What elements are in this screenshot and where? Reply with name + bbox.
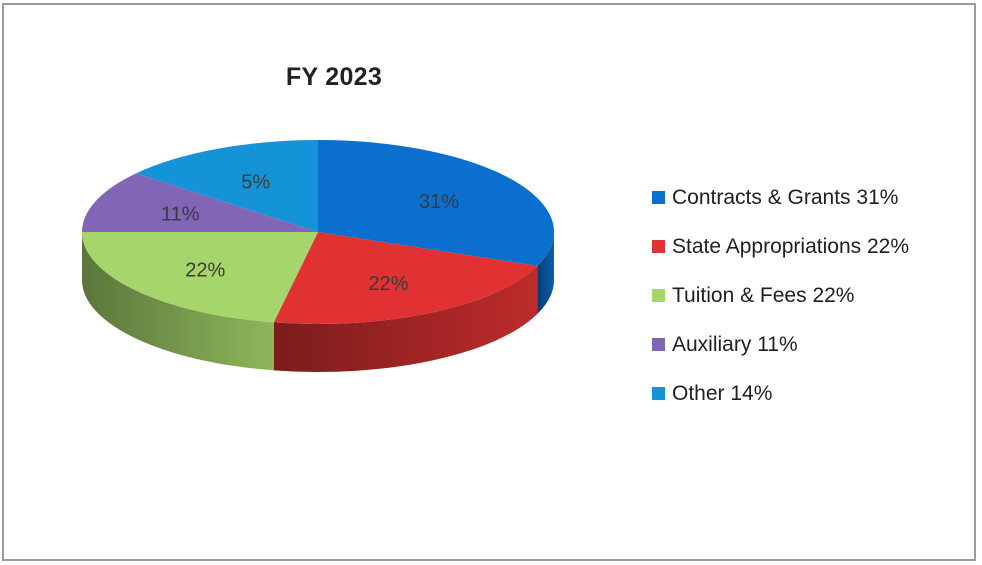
pie-slice-tuition-fees bbox=[82, 232, 318, 323]
pie-chart: 31% 22% 22% 11% 5% bbox=[82, 140, 554, 372]
pie-side-1 bbox=[273, 265, 538, 372]
legend-item: Auxiliary 11% bbox=[652, 320, 909, 369]
legend-item: Contracts & Grants 31% bbox=[652, 173, 909, 222]
legend-label: Auxiliary 11% bbox=[672, 332, 798, 356]
legend-label: Other 14% bbox=[672, 381, 773, 405]
data-label-3: 11% bbox=[161, 204, 200, 226]
legend-swatch bbox=[652, 289, 665, 302]
data-label-2: 22% bbox=[185, 259, 225, 281]
data-label-1: 22% bbox=[368, 273, 408, 295]
legend-item: State Appropriations 22% bbox=[652, 222, 909, 271]
chart-title: FY 2023 bbox=[285, 63, 383, 91]
legend: Contracts & Grants 31% State Appropriatio… bbox=[652, 173, 909, 418]
pie-slice-other bbox=[136, 140, 318, 232]
pie-side-0 bbox=[537, 232, 554, 314]
legend-label: Tuition & Fees 22% bbox=[672, 283, 855, 307]
pie-slice-contracts-grants bbox=[318, 140, 554, 266]
pie-side-2 bbox=[82, 232, 274, 371]
legend-item: Other 14% bbox=[652, 369, 909, 418]
data-label-4: 5% bbox=[241, 171, 270, 193]
data-label-0: 31% bbox=[419, 191, 459, 213]
legend-item: Tuition & Fees 22% bbox=[652, 271, 909, 320]
chart-frame: FY 2023 31% 22% 22% 11% 5% Contracts & Grant… bbox=[2, 3, 976, 561]
legend-swatch bbox=[652, 387, 665, 400]
legend-swatch bbox=[652, 338, 665, 351]
pie-slice-auxiliary bbox=[82, 173, 318, 232]
legend-swatch bbox=[652, 191, 665, 204]
legend-swatch bbox=[652, 240, 665, 253]
pie-slice-state-appropriations bbox=[273, 232, 538, 324]
legend-label: State Appropriations 22% bbox=[672, 234, 909, 258]
legend-label: Contracts & Grants 31% bbox=[672, 185, 899, 209]
